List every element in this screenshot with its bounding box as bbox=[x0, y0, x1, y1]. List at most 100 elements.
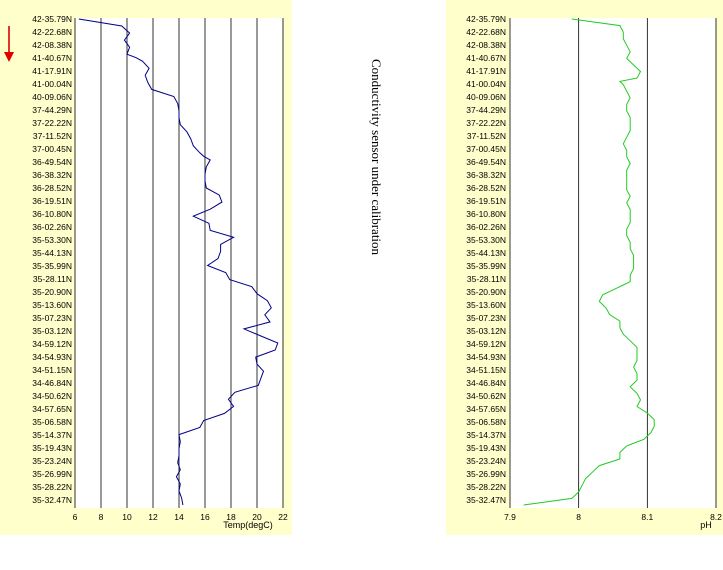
temperature-latitude-label: 34-54.93N bbox=[32, 352, 72, 362]
temperature-x-tick-label: 12 bbox=[148, 512, 158, 522]
temperature-latitude-label: 40-09.06N bbox=[32, 92, 72, 102]
ph-latitude-label: 41-00.04N bbox=[466, 79, 506, 89]
ph-latitude-label: 35-20.90N bbox=[466, 287, 506, 297]
ph-latitude-label: 36-49.54N bbox=[466, 157, 506, 167]
down-arrow-icon bbox=[4, 26, 14, 62]
temperature-latitude-label: 35-44.13N bbox=[32, 248, 72, 258]
temperature-latitude-label: 34-57.65N bbox=[32, 404, 72, 414]
temperature-latitude-label: 35-32.47N bbox=[32, 495, 72, 505]
ph-grid bbox=[509, 18, 717, 508]
ph-latitude-label: 36-10.80N bbox=[466, 209, 506, 219]
temperature-latitude-label: 35-28.22N bbox=[32, 482, 72, 492]
ph-latitude-label: 35-03.12N bbox=[466, 326, 506, 336]
temperature-latitude-label: 35-03.12N bbox=[32, 326, 72, 336]
temperature-latitude-label: 35-23.24N bbox=[32, 456, 72, 466]
temperature-latitude-label: 42-08.38N bbox=[32, 40, 72, 50]
ph-latitude-label: 34-57.65N bbox=[466, 404, 506, 414]
temperature-x-tick-label: 22 bbox=[278, 512, 288, 522]
temperature-latitude-label: 35-14.37N bbox=[32, 430, 72, 440]
ph-x-tick-label: 8.2 bbox=[710, 512, 722, 522]
ph-latitude-label: 37-44.29N bbox=[466, 105, 506, 115]
ph-latitude-label: 42-35.79N bbox=[466, 14, 506, 24]
temperature-latitude-label: 35-19.43N bbox=[32, 443, 72, 453]
ph-x-tick-label: 8.1 bbox=[641, 512, 653, 522]
temperature-series-line bbox=[78, 18, 279, 506]
temperature-x-axis-title: Temp(degC) bbox=[223, 520, 273, 530]
ph-latitude-label: 35-19.43N bbox=[466, 443, 506, 453]
ph-x-tick-labels: 7.9 8 8.1 8.2 bbox=[504, 512, 722, 522]
temperature-latitude-label: 35-26.99N bbox=[32, 469, 72, 479]
ph-latitude-label: 42-08.38N bbox=[466, 40, 506, 50]
temperature-latitude-label: 34-46.84N bbox=[32, 378, 72, 388]
ph-series bbox=[523, 18, 655, 506]
ph-latitude-label: 40-09.06N bbox=[466, 92, 506, 102]
ph-series-line bbox=[523, 18, 655, 506]
ph-latitude-label: 34-51.15N bbox=[466, 365, 506, 375]
ph-latitude-label: 36-38.32N bbox=[466, 170, 506, 180]
ph-latitude-label: 41-17.91N bbox=[466, 66, 506, 76]
temperature-latitude-label: 34-59.12N bbox=[32, 339, 72, 349]
temperature-latitude-label: 41-17.91N bbox=[32, 66, 72, 76]
ph-latitude-label: 35-44.13N bbox=[466, 248, 506, 258]
ph-latitude-label: 35-26.99N bbox=[466, 469, 506, 479]
ph-latitude-label: 35-32.47N bbox=[466, 495, 506, 505]
ph-latitude-label: 34-46.84N bbox=[466, 378, 506, 388]
temperature-latitude-label: 34-51.15N bbox=[32, 365, 72, 375]
ph-latitude-label: 35-35.99N bbox=[466, 261, 506, 271]
ph-latitude-label: 42-22.68N bbox=[466, 27, 506, 37]
temperature-latitude-label: 35-28.11N bbox=[33, 274, 72, 284]
ph-latitude-label: 34-54.93N bbox=[466, 352, 506, 362]
ph-plot-area bbox=[510, 18, 716, 508]
ph-latitude-label: 34-50.62N bbox=[466, 391, 506, 401]
ph-latitude-label: 35-13.60N bbox=[466, 300, 506, 310]
temperature-x-tick-label: 8 bbox=[99, 512, 104, 522]
temperature-x-tick-label: 10 bbox=[122, 512, 132, 522]
ph-latitude-label: 37-22.22N bbox=[466, 118, 506, 128]
ph-chart: 42-35.79N 42-22.68N 42-08.38N 41-40.67N 41-1… bbox=[446, 0, 723, 535]
temperature-latitude-label: 36-49.54N bbox=[32, 157, 72, 167]
temperature-x-tick-label: 14 bbox=[174, 512, 184, 522]
temperature-x-tick-labels: 6 8 10 12 14 16 18 20 22 bbox=[73, 512, 288, 522]
temperature-latitude-label: 35-35.99N bbox=[32, 261, 72, 271]
ph-latitude-label: 35-23.24N bbox=[466, 456, 506, 466]
temperature-latitude-label: 36-38.32N bbox=[32, 170, 72, 180]
temperature-latitude-label: 35-13.60N bbox=[32, 300, 72, 310]
temperature-latitude-label: 35-06.58N bbox=[32, 417, 72, 427]
temperature-x-tick-label: 20 bbox=[252, 512, 262, 522]
temperature-latitude-label: 36-28.52N bbox=[32, 183, 72, 193]
ph-latitude-label: 41-40.67N bbox=[466, 53, 506, 63]
ph-latitude-label: 35-28.11N bbox=[467, 274, 506, 284]
temperature-latitude-label: 41-40.67N bbox=[32, 53, 72, 63]
temperature-latitude-label: 34-50.62N bbox=[32, 391, 72, 401]
ph-x-axis-title: pH bbox=[700, 520, 712, 530]
ph-latitude-label: 37-11.52N bbox=[467, 131, 506, 141]
temperature-x-tick-label: 18 bbox=[226, 512, 236, 522]
ph-latitude-label: 34-59.12N bbox=[466, 339, 506, 349]
ph-x-tick-label: 8 bbox=[576, 512, 581, 522]
temperature-x-tick-label: 6 bbox=[73, 512, 78, 522]
temperature-latitude-label: 37-22.22N bbox=[32, 118, 72, 128]
ph-latitude-label: 35-14.37N bbox=[466, 430, 506, 440]
temperature-latitude-labels: 42-35.79N 42-22.68N 42-08.38N 41-40.67N 41-1… bbox=[32, 14, 72, 505]
ph-latitude-label: 35-28.22N bbox=[466, 482, 506, 492]
temperature-latitude-label: 35-07.23N bbox=[32, 313, 72, 323]
ph-x-tick-label: 7.9 bbox=[504, 512, 516, 522]
temperature-chart: 42-35.79N 42-22.68N 42-08.38N 41-40.67N 41-1… bbox=[0, 0, 292, 535]
ph-latitude-labels: 42-35.79N 42-22.68N 42-08.38N 41-40.67N 41-1… bbox=[466, 14, 506, 505]
ph-latitude-label: 35-06.58N bbox=[466, 417, 506, 427]
temperature-latitude-label: 37-11.52N bbox=[33, 131, 72, 141]
temperature-latitude-label: 36-02.26N bbox=[32, 222, 72, 232]
temperature-latitude-label: 37-44.29N bbox=[32, 105, 72, 115]
ph-latitude-label: 35-07.23N bbox=[466, 313, 506, 323]
ph-latitude-label: 35-53.30N bbox=[466, 235, 506, 245]
temperature-latitude-label: 36-10.80N bbox=[32, 209, 72, 219]
temperature-latitude-label: 37-00.45N bbox=[32, 144, 72, 154]
calibration-note: Conductivity sensor under calibration bbox=[369, 59, 384, 256]
temperature-latitude-label: 35-20.90N bbox=[32, 287, 72, 297]
ph-latitude-label: 37-00.45N bbox=[466, 144, 506, 154]
temperature-latitude-label: 35-53.30N bbox=[32, 235, 72, 245]
ph-latitude-label: 36-19.51N bbox=[466, 196, 506, 206]
temperature-x-tick-label: 16 bbox=[200, 512, 210, 522]
temperature-latitude-label: 42-35.79N bbox=[32, 14, 72, 24]
